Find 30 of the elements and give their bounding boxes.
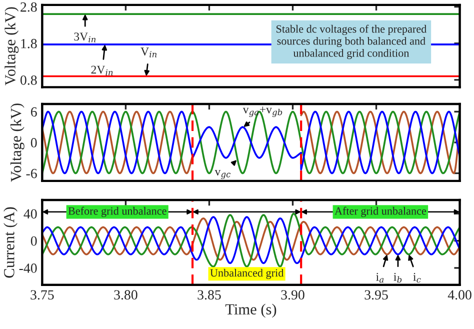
- x-tick-label: 3.95: [364, 290, 388, 300]
- y-tick-label: 0: [30, 138, 37, 148]
- y-tick-label: -6: [26, 168, 37, 178]
- x-axis-title: Time (s): [225, 304, 276, 318]
- annotation: i$_{a}$: [376, 272, 384, 283]
- annotation: V$_{in}$: [140, 48, 157, 58]
- x-tick-label: 3.75: [30, 290, 54, 300]
- x-tick-label: 3.90: [281, 290, 304, 300]
- y-tick-label: 40: [24, 209, 37, 219]
- annotation: v$_{gc}$: [214, 170, 231, 180]
- x-tick-label: 3.80: [114, 290, 138, 300]
- annotation: i$_{c}$: [413, 272, 421, 283]
- y-tick-label: -40: [19, 264, 37, 273]
- y-tick-label: 0: [30, 236, 37, 246]
- annotation: 3V$_{in}$: [74, 32, 96, 42]
- x-tick-label: 3.85: [198, 290, 221, 300]
- annotation: Unbalanced grid: [210, 268, 284, 279]
- annotation: i$_{b}$: [394, 272, 402, 283]
- y-axis-title: Voltage (kV): [4, 7, 19, 86]
- annotation: Stable dc voltages of the prepared sources during both balanced and unbalanced grid condition: [276, 24, 426, 60]
- annotation: Before grid unbalance: [68, 206, 166, 218]
- annotation: After grid unbalance: [334, 206, 426, 218]
- y-tick-label: 1.8: [21, 38, 37, 48]
- y-tick-label: 6: [30, 107, 37, 117]
- y-tick-label: 0.8: [20, 75, 37, 85]
- y-tick-label: 2.8: [20, 2, 37, 12]
- y-axis-title: Voltage (kV): [10, 104, 24, 182]
- annotation: 2V$_{in}$: [91, 66, 113, 76]
- x-tick-label: 4.00: [448, 290, 472, 300]
- y-axis-title: Current (A): [4, 207, 18, 278]
